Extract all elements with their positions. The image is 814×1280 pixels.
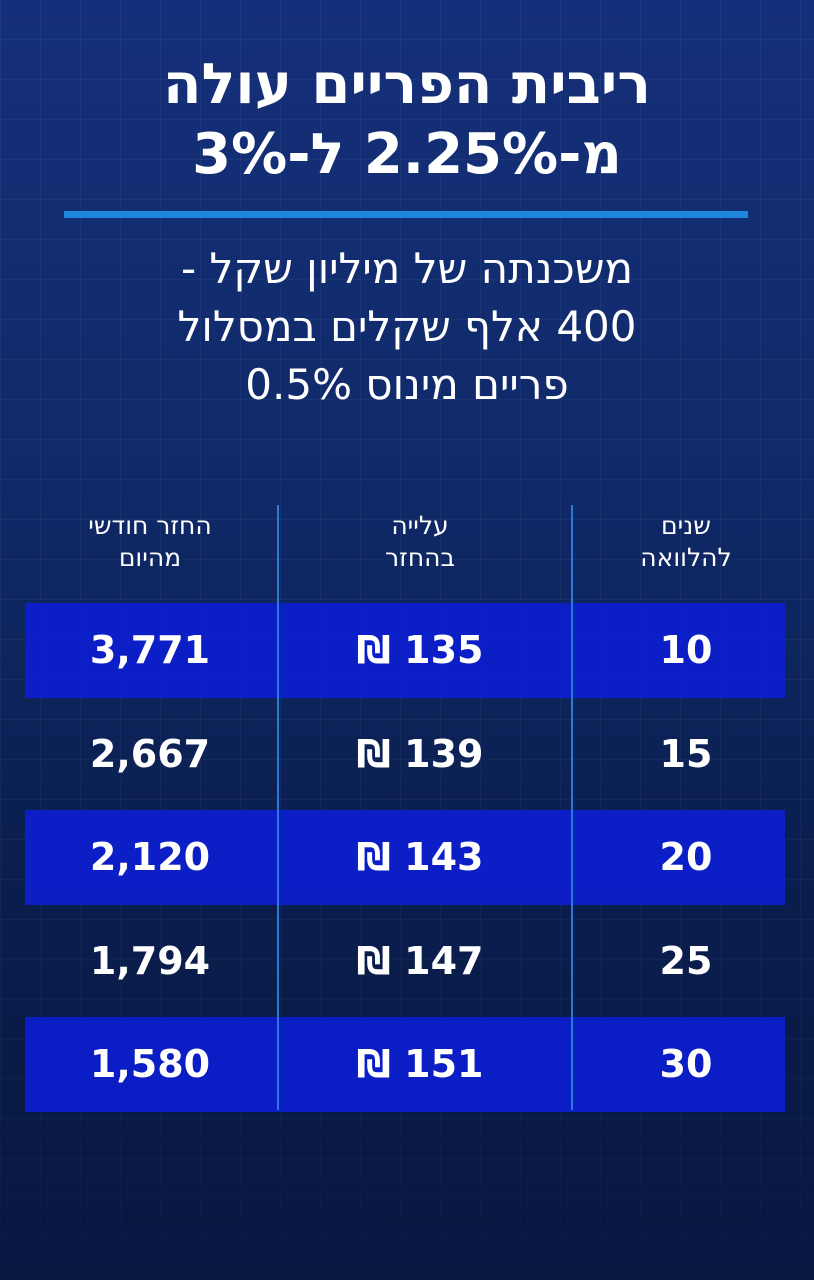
table-cell: 10 — [659, 628, 713, 672]
divider-rule — [64, 211, 748, 218]
subtitle-line: משכנתה של מיליון שקל - — [180, 244, 634, 293]
column-header: החזר חודשי מהיום — [30, 510, 270, 574]
table-cell: 30 — [659, 1042, 713, 1086]
table-cell: 20 — [659, 835, 713, 879]
table-cell: 1,580 — [89, 1042, 211, 1086]
table-cell: 2,120 — [89, 835, 211, 879]
column-divider — [277, 505, 279, 1110]
column-divider — [571, 505, 573, 1110]
table-cell: 2,667 — [89, 731, 211, 776]
row-band — [25, 810, 785, 905]
table-cell: 25 — [659, 938, 713, 983]
title-line: מ-2.25% ל-3% — [192, 122, 622, 187]
table-cell: 135 ₪ — [356, 628, 484, 672]
header-line: מהיום — [118, 543, 182, 572]
table-cell: 15 — [659, 731, 713, 776]
table-cell: 143 ₪ — [356, 835, 484, 879]
table-cell: 151 ₪ — [356, 1042, 484, 1086]
header-line: החזר חודשי — [88, 511, 212, 540]
header-line: בהחזר — [385, 543, 455, 572]
header-line: עלייה — [391, 511, 449, 540]
column-header: שנים להלוואה — [566, 510, 806, 574]
header-line: שנים — [661, 511, 711, 540]
column-header: עלייה בהחזר — [300, 510, 540, 574]
row-band — [25, 1017, 785, 1112]
row-band — [25, 603, 785, 698]
table-cell: 1,794 — [89, 938, 211, 983]
subtitle-line: פריים מינוס 0.5% — [245, 360, 569, 409]
table-cell: 3,771 — [89, 628, 211, 672]
table-cell: 147 ₪ — [356, 938, 484, 983]
subtitle-line: 400 אלף שקלים במסלול — [177, 302, 637, 351]
title-line: ריבית הפריים עולה — [163, 52, 651, 117]
header-line: להלוואה — [640, 543, 732, 572]
table-cell: 139 ₪ — [356, 731, 484, 776]
